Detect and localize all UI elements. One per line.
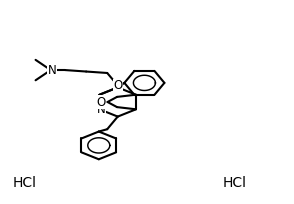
Text: HCl: HCl (12, 176, 36, 190)
Text: N: N (48, 64, 57, 76)
Text: N: N (97, 103, 105, 116)
Text: O: O (96, 95, 106, 109)
Text: HCl: HCl (223, 176, 247, 190)
Text: O: O (113, 79, 122, 92)
